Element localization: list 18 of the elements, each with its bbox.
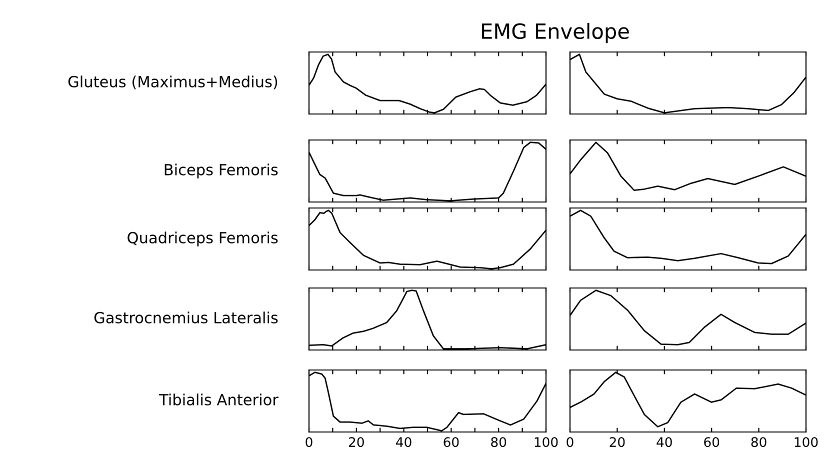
x-tick-label: 80 bbox=[491, 437, 506, 448]
x-tick-label: 100 bbox=[794, 437, 818, 448]
x-tick-label: 0 bbox=[306, 437, 312, 448]
x-tick-label: 60 bbox=[704, 437, 720, 448]
y-axis-title: Gastrocnemius Lateralis bbox=[94, 312, 278, 324]
x-tick-label: 100 bbox=[534, 437, 558, 448]
x-tick-label: 40 bbox=[656, 437, 672, 448]
y-axis-title: Biceps Femoris bbox=[164, 164, 278, 178]
x-tick-label: 0 bbox=[566, 437, 574, 448]
y-axis-title: Quadriceps Femoris bbox=[128, 232, 278, 246]
x-tick-label: 20 bbox=[610, 437, 625, 448]
x-tick-label: 40 bbox=[396, 437, 412, 448]
x-tick-label: 80 bbox=[751, 437, 766, 448]
x-tick-label: 60 bbox=[444, 437, 459, 448]
y-axis-title: Gluteus (Maximus+Medius) bbox=[68, 76, 278, 90]
x-tick-label: 20 bbox=[348, 437, 364, 448]
y-axis-title: Tibialis Anterior bbox=[159, 394, 278, 406]
chart-title: EMG Envelope bbox=[482, 22, 629, 44]
